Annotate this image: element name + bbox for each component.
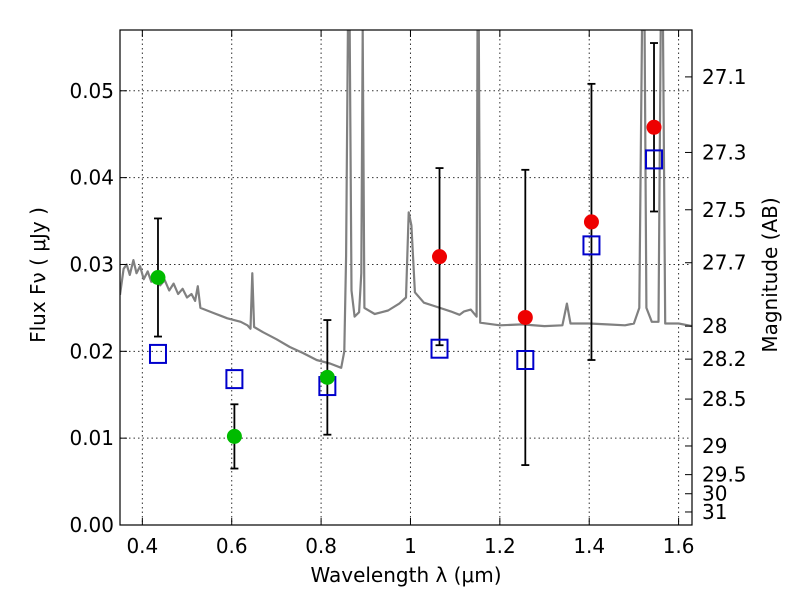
- y2-tick-label: 27.7: [702, 251, 747, 275]
- y2-tick-label: 28.2: [702, 347, 747, 371]
- x-tick-label: 1.2: [484, 534, 516, 558]
- x-tick-label: 1: [404, 534, 417, 558]
- model-flux-point: [582, 235, 601, 256]
- y-tick-label: 0.05: [69, 79, 114, 103]
- x-axis-label: Wavelength λ (μm): [310, 563, 501, 587]
- x-tick-label: 0.6: [216, 534, 248, 558]
- observed-flux-point: [517, 309, 533, 325]
- observed-flux-point: [432, 249, 448, 265]
- y-tick-label: 0.02: [69, 339, 114, 363]
- axes: 0.4 0.6 0.8 1 1.2 1.4 1.6 0.00 0.01 0.02 0.03 0.04 0…: [69, 29, 747, 558]
- x-tick-label: 0.8: [305, 534, 337, 558]
- x-tick-label: 1.6: [663, 534, 695, 558]
- model-flux-point: [430, 338, 449, 359]
- x-tick-label: 0.4: [126, 534, 158, 558]
- plot-clip-group: [120, 30, 692, 470]
- observed-flux-point: [646, 119, 662, 135]
- plot-area: [120, 30, 692, 470]
- y-tick-label: 0.00: [69, 513, 114, 537]
- model-flux-point: [516, 350, 535, 370]
- model-flux-point: [645, 149, 664, 170]
- y-tick-label: 0.03: [69, 252, 114, 276]
- observed-flux-point: [583, 214, 599, 230]
- observed-flux-point: [150, 270, 166, 285]
- y-axis-label: Flux Fν ( μJy ): [26, 207, 50, 343]
- axes-frame: [119, 29, 693, 526]
- observed-flux-point: [319, 369, 335, 385]
- y2-tick-label: 28: [702, 314, 727, 338]
- y2-tick-label: 27.5: [702, 198, 747, 222]
- y2-tick-label: 29: [702, 434, 727, 458]
- model-flux-point: [225, 369, 244, 390]
- y2-tick-label: 27.1: [702, 65, 747, 89]
- y2-tick-label: 28.5: [702, 387, 747, 411]
- grid-lines: [120, 30, 692, 525]
- y2-tick-label: 31: [702, 500, 727, 524]
- y2-axis-label: Magnitude (AB): [758, 197, 782, 352]
- model-spectrum-line: [120, 30, 692, 369]
- y2-tick-label: 29.5: [702, 463, 747, 487]
- y2-tick-label: 27.3: [702, 140, 747, 164]
- y2-tick-label: 30: [702, 482, 727, 506]
- model-flux-point: [148, 343, 167, 364]
- observed-flux-point: [226, 428, 242, 444]
- y-tick-label: 0.04: [69, 166, 114, 190]
- x-tick-label: 1.4: [573, 534, 605, 558]
- y-tick-label: 0.01: [69, 426, 114, 450]
